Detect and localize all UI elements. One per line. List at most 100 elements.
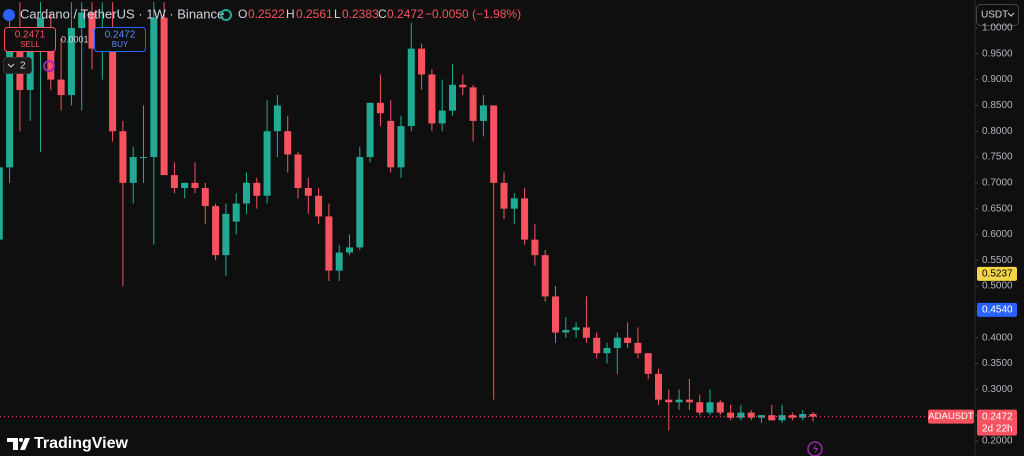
ohlc-value: 0.2472	[387, 7, 424, 21]
candle-body	[438, 110, 446, 124]
ohlc-label: L	[334, 7, 341, 21]
candle-body	[325, 216, 333, 271]
candle-body	[716, 402, 724, 413]
candle-body	[727, 412, 735, 418]
market-status	[220, 9, 232, 21]
candle-body	[706, 402, 714, 413]
y-tick-label: 0.3000	[982, 384, 1013, 395]
spread: 0.0001	[61, 34, 89, 44]
candle-body	[799, 414, 807, 418]
y-tick-label: 0.2000	[982, 436, 1013, 447]
y-tick-label: 0.8500	[982, 100, 1013, 111]
last-price-badge	[977, 409, 1017, 436]
sell-label[interactable]: SELL	[20, 40, 40, 49]
y-tick-label: 0.5500	[982, 255, 1013, 266]
currency-button[interactable]	[976, 4, 1019, 26]
price-badge	[977, 302, 1017, 317]
candle-body	[407, 48, 415, 127]
buy-button[interactable]	[94, 27, 146, 52]
brand-logo	[7, 438, 30, 450]
candle-body	[552, 296, 559, 333]
indicator-count[interactable]: 2	[20, 61, 26, 72]
candle-body	[170, 175, 178, 189]
candle-body	[335, 252, 343, 271]
candle-body	[809, 414, 817, 417]
candle-body	[490, 105, 498, 183]
candle-body	[634, 342, 642, 354]
candle-body	[315, 195, 323, 217]
ohlc-value: 0.2561	[296, 7, 333, 21]
candle-body	[531, 239, 539, 256]
event-icon[interactable]	[807, 441, 823, 456]
candle-body	[449, 84, 456, 111]
y-tick-label: 0.7500	[982, 152, 1013, 163]
candle-body	[140, 157, 147, 159]
candle-body	[572, 327, 580, 330]
candle-body	[644, 353, 652, 374]
currency[interactable]: USDT	[981, 10, 1008, 21]
ohlc-label: O	[238, 7, 247, 21]
candles	[0, 2, 817, 431]
price-label: 0.4540	[982, 304, 1013, 315]
candle-body	[603, 348, 611, 354]
candle-body	[624, 337, 632, 343]
y-tick-label: 0.8000	[982, 126, 1013, 137]
candle-body	[78, 12, 86, 28]
candle-body	[418, 48, 426, 75]
candle-body	[665, 399, 673, 403]
candle-body	[696, 402, 704, 413]
candle-body	[469, 87, 477, 121]
candle-body	[253, 182, 261, 196]
y-tick-label: 0.4000	[982, 332, 1013, 343]
candle-body	[6, 27, 14, 168]
price-label: 0.5237	[982, 269, 1013, 280]
y-tick-label: 0.7000	[982, 177, 1013, 188]
countdown: 2d 22h	[982, 423, 1013, 434]
candle-body	[47, 38, 55, 80]
symbol-label: ADAUSDT	[928, 411, 974, 422]
candle-body	[57, 79, 65, 96]
buy-price[interactable]: 0.2472	[105, 30, 136, 41]
candle-body	[201, 188, 209, 207]
candle-body	[747, 412, 755, 418]
candle-body	[459, 84, 467, 88]
indicator-toggle[interactable]	[3, 57, 32, 74]
event-bolt	[813, 444, 818, 454]
candle-body	[212, 206, 220, 256]
last-price-label: 0.2472	[982, 411, 1013, 422]
symbol-title: Cardano / TetherUS · 1W · Binance	[20, 6, 224, 21]
candle-body	[613, 337, 621, 349]
candle-body	[510, 198, 518, 209]
y-tick-label: 0.9500	[982, 48, 1013, 59]
candle-body	[129, 157, 137, 183]
indicator-icon	[43, 60, 55, 72]
candle-body	[181, 182, 189, 189]
candle-body	[232, 203, 240, 222]
brand-logo-dot	[19, 438, 23, 442]
ohlc-value: 0.2522	[248, 7, 285, 21]
sell-button[interactable]	[4, 27, 56, 52]
change: −0.0050 (−1.98%)	[425, 7, 521, 21]
candle-body	[685, 399, 693, 403]
ohlc-label: H	[286, 7, 295, 21]
candle-body	[222, 213, 230, 256]
candle-body	[479, 105, 487, 121]
candle-body	[0, 167, 3, 240]
brand: TradingView	[34, 435, 129, 452]
candle-body	[304, 188, 312, 196]
candle-body	[387, 120, 395, 168]
candle-body	[397, 126, 405, 168]
candle-body	[655, 373, 662, 400]
price-badge	[977, 266, 1017, 281]
candle-body	[366, 102, 374, 158]
ohlc-value: 0.2383	[342, 7, 379, 21]
candle-body	[294, 154, 302, 189]
candle-body	[263, 131, 271, 196]
candle-body	[88, 12, 96, 49]
symbol-icon	[3, 9, 15, 21]
candle-body	[737, 412, 745, 418]
buy-label[interactable]: BUY	[112, 40, 129, 49]
sell-price[interactable]: 0.2471	[15, 30, 46, 41]
